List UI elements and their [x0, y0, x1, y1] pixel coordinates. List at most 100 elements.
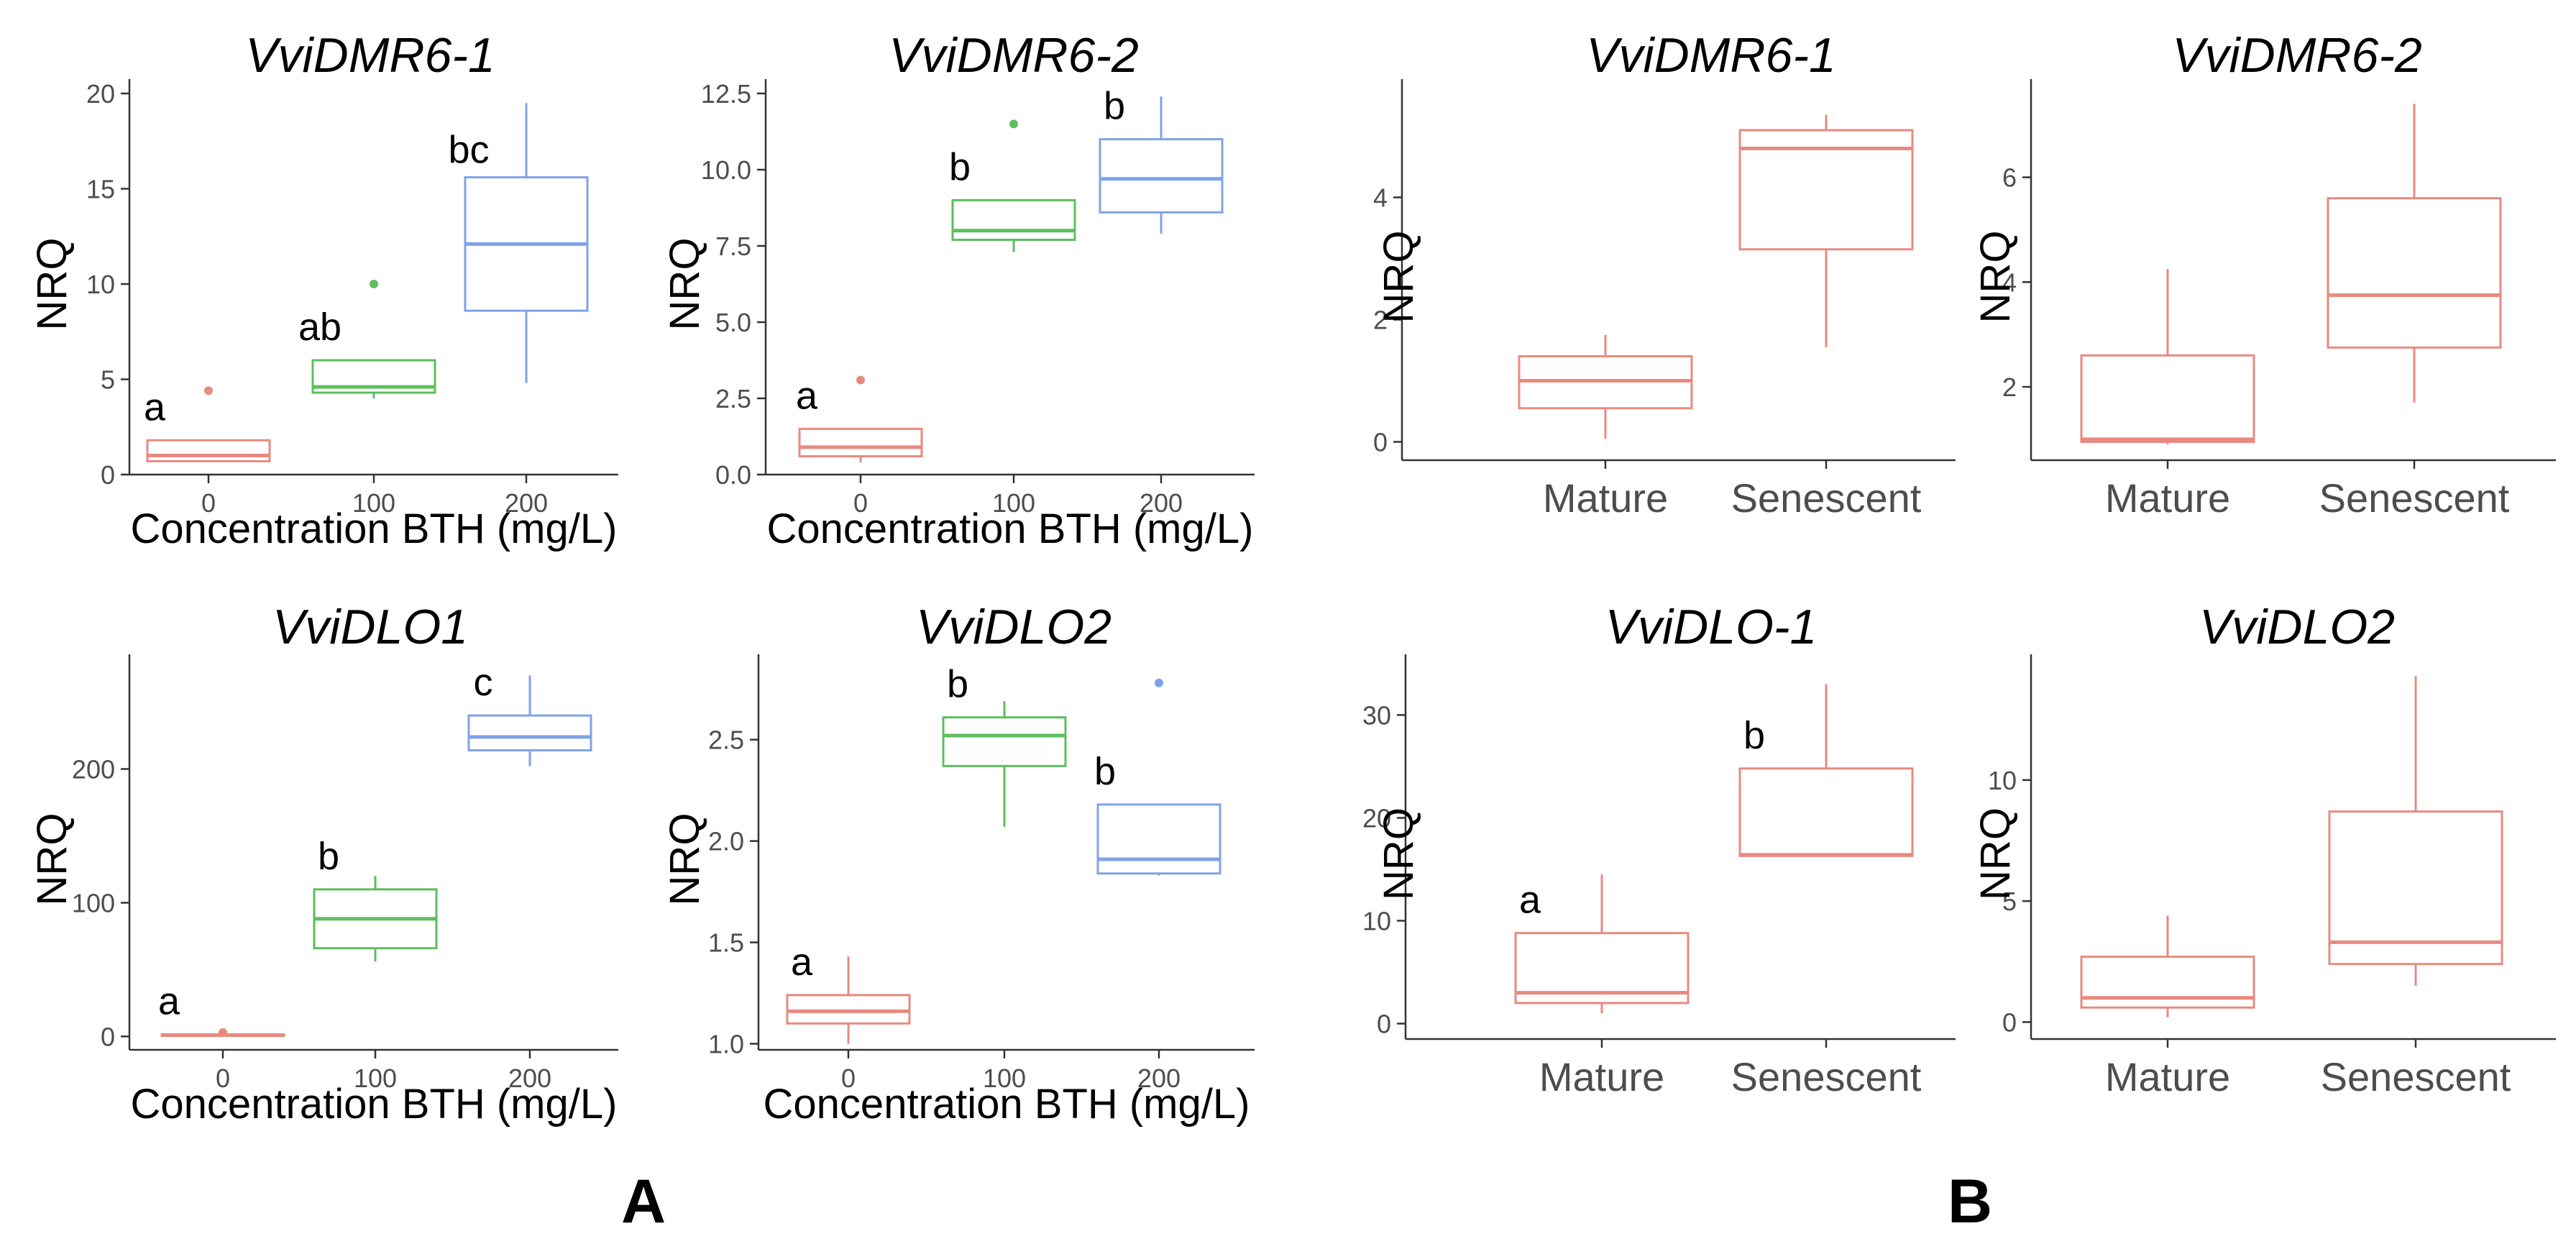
significance-letter: a: [158, 980, 180, 1023]
x-axis-label: Concentration BTH (mg/L): [764, 1081, 1250, 1127]
outlier-point: [1155, 678, 1163, 687]
x-tick-label: Senescent: [1731, 1054, 1922, 1099]
box-1: [1518, 334, 1693, 439]
significance-letter: b: [1104, 85, 1125, 128]
outlier-point: [219, 1028, 227, 1037]
x-tick-label: Senescent: [2319, 475, 2510, 521]
plot-title: VviDMR6-2: [2172, 28, 2422, 83]
x-tick-label: 200: [1137, 1063, 1181, 1093]
significance-letter: a: [796, 374, 818, 417]
plot-3: VviDLO1 0 100 200 0 100 200 NRQ Concentration BT…: [29, 600, 618, 1127]
box-1: a: [158, 980, 285, 1038]
box-2: b: [949, 119, 1076, 252]
y-tick-label: 4: [1373, 183, 1388, 213]
outlier-point: [1009, 119, 1018, 129]
box-body: [1738, 767, 1914, 857]
significance-letter: b: [318, 835, 339, 878]
panel-label-b: B: [1948, 1167, 1992, 1236]
plot-title: VviDLO-1: [1605, 600, 1818, 654]
box-2: b: [1738, 684, 1914, 857]
outlier-point: [204, 386, 213, 395]
y-tick-label: 6: [2002, 163, 2017, 193]
y-tick-label: 10: [1362, 906, 1391, 935]
plot-5: VviDMR6-1 0 2 4 Mature Senescent NRQ: [1373, 28, 1956, 521]
x-tick-label: 0: [201, 488, 216, 518]
y-tick-label: 12.5: [701, 79, 751, 109]
box-3: c: [467, 661, 592, 767]
x-tick-label: Mature: [2105, 475, 2230, 521]
x-axis-label: Concentration BTH (mg/L): [767, 505, 1254, 552]
significance-letter: a: [144, 385, 166, 429]
box-1: a: [1514, 874, 1690, 1014]
box-body: [942, 716, 1067, 767]
significance-letter: b: [947, 663, 968, 706]
y-axis-label: NRQ: [29, 238, 75, 331]
box-1: a: [786, 941, 911, 1044]
box-3: b: [1099, 85, 1224, 234]
y-tick-label: 5: [101, 365, 115, 395]
significance-letter: b: [1743, 714, 1765, 757]
x-tick-label: 100: [992, 488, 1035, 518]
box-body: [798, 427, 923, 458]
y-tick-label: 1.5: [708, 928, 744, 958]
y-tick-label: 10: [1988, 766, 2017, 795]
box-2: ab: [298, 280, 436, 398]
y-tick-label: 2.5: [715, 384, 751, 413]
x-tick-label: 200: [508, 1063, 551, 1093]
box-body: [467, 714, 592, 751]
box-2: [1738, 114, 1914, 347]
y-tick-label: 200: [72, 754, 115, 784]
significance-letter: bc: [448, 129, 489, 172]
y-tick-label: 2.5: [708, 726, 744, 755]
box-2: [2327, 104, 2502, 403]
plot-title: VviDLO1: [272, 600, 468, 654]
y-tick-label: 2: [2002, 372, 2017, 402]
x-tick-label: Mature: [1539, 1054, 1664, 1099]
plot-title: VviDMR6-1: [1586, 28, 1836, 83]
y-tick-label: 0: [101, 1022, 115, 1051]
y-tick-label: 20: [86, 79, 115, 109]
significance-letter: ab: [298, 306, 342, 349]
box-body: [1096, 803, 1221, 875]
box-body: [951, 198, 1076, 242]
y-axis-label: NRQ: [1375, 231, 1422, 324]
box-body: [1099, 138, 1224, 214]
box-3: bc: [448, 103, 589, 383]
outlier-point: [856, 375, 865, 385]
y-tick-label: 0: [1373, 428, 1388, 457]
y-axis-label: NRQ: [1972, 807, 2019, 900]
x-tick-label: 100: [352, 488, 395, 518]
y-tick-label: 2.0: [708, 827, 744, 856]
plot-4: VviDLO2 1.0 1.5 2.0 2.5 0 100 200 NRQ Concentrati…: [661, 600, 1255, 1127]
y-tick-label: 30: [1362, 700, 1391, 730]
y-tick-label: 0: [1377, 1010, 1391, 1039]
y-axis-label: NRQ: [661, 813, 708, 906]
significance-letter: a: [1519, 879, 1541, 922]
significance-letter: a: [791, 941, 813, 984]
x-tick-label: Senescent: [1731, 475, 1922, 521]
box-3: b: [1094, 678, 1221, 876]
y-tick-label: 10.0: [701, 155, 751, 185]
box-body: [146, 439, 271, 462]
box-1: a: [796, 374, 923, 463]
outlier-point: [370, 280, 378, 288]
plot-title: VviDLO2: [916, 600, 1111, 654]
plot-title: VviDMR6-1: [245, 28, 495, 83]
plot-6: VviDMR6-2 2 4 6 Mature Senescent NRQ: [1972, 28, 2556, 521]
significance-letter: b: [1094, 750, 1116, 793]
y-tick-label: 4: [2002, 267, 2017, 297]
x-tick-label: Senescent: [2321, 1054, 2511, 1099]
x-tick-label: 0: [841, 1063, 856, 1093]
box-1: [2080, 269, 2255, 445]
plot-8: VviDLO2 0 5 10 Mature Senescent NRQ: [1972, 600, 2556, 1099]
y-axis-label: NRQ: [1972, 231, 2019, 324]
y-tick-label: 0: [101, 460, 115, 490]
x-tick-label: Mature: [2105, 1054, 2230, 1099]
box-2: b: [313, 835, 438, 962]
significance-letter: c: [474, 661, 493, 704]
y-tick-label: 1.0: [708, 1030, 744, 1059]
x-tick-label: 100: [983, 1063, 1026, 1093]
